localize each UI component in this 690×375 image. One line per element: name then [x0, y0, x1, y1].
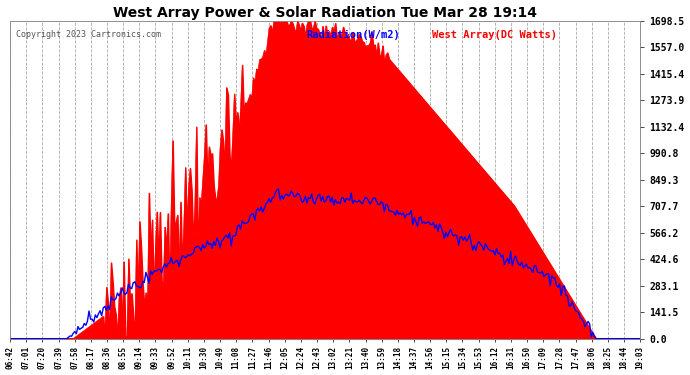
Text: Copyright 2023 Cartronics.com: Copyright 2023 Cartronics.com: [17, 30, 161, 39]
Title: West Array Power & Solar Radiation Tue Mar 28 19:14: West Array Power & Solar Radiation Tue M…: [113, 6, 537, 20]
Text: Radiation(W/m2): Radiation(W/m2): [306, 30, 400, 40]
Text: West Array(DC Watts): West Array(DC Watts): [432, 30, 558, 40]
